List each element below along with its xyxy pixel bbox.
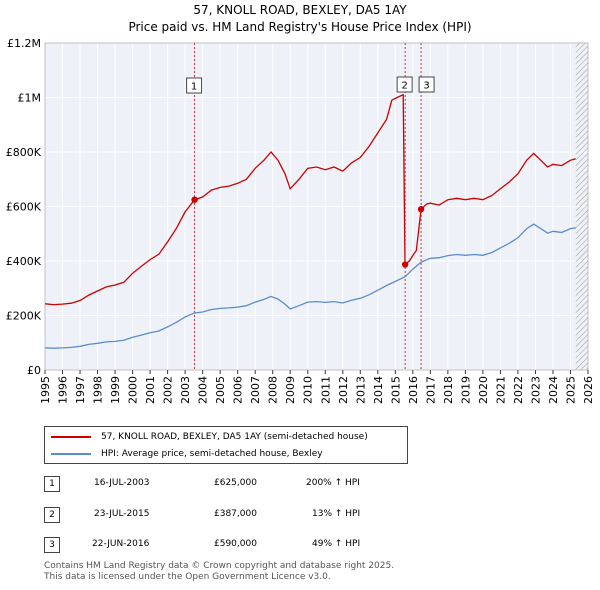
transaction-hpi-change: 13% ↑ HPI <box>312 509 361 519</box>
y-tick-label: £800K <box>6 146 42 159</box>
legend-label-property: 57, KNOLL ROAD, BEXLEY, DA5 1AY (semi-de… <box>101 432 368 442</box>
x-tick-label: 2005 <box>214 376 227 404</box>
transaction-date: 23-JUL-2015 <box>94 509 150 519</box>
x-tick-label: 2024 <box>547 376 560 404</box>
transaction-date: 16-JUL-2003 <box>94 478 150 488</box>
x-tick-label: 2016 <box>407 376 420 404</box>
transaction-number: 3 <box>44 537 60 553</box>
transaction-hpi-change: 49% ↑ HPI <box>312 539 361 549</box>
x-tick-label: 2017 <box>424 376 437 404</box>
future-region <box>575 43 588 370</box>
y-tick-label: £400K <box>6 255 42 268</box>
y-tick-label: £1.2M <box>7 37 41 50</box>
x-tick-label: 2014 <box>372 376 385 404</box>
sale-number-box <box>418 76 435 93</box>
series-line <box>44 223 576 349</box>
x-tick-label: 1997 <box>74 376 87 404</box>
transaction-row: 1 16-JUL-2003 £625,000 200% ↑ HPI <box>44 476 444 494</box>
x-tick-label: 2023 <box>529 376 542 404</box>
x-tick-label: 2020 <box>477 376 490 404</box>
y-tick-label: £200K <box>6 310 42 323</box>
legend-swatch-hpi <box>51 453 91 455</box>
x-tick-label: 2021 <box>494 376 507 404</box>
y-tick-label: £0 <box>27 364 41 377</box>
x-tick-label: 2015 <box>389 376 402 404</box>
legend-label-hpi: HPI: Average price, semi-detached house,… <box>101 449 323 459</box>
transaction-row: 3 22-JUN-2016 £590,000 49% ↑ HPI <box>44 537 444 555</box>
series-line <box>44 93 576 306</box>
x-tick-label: 2003 <box>179 376 192 404</box>
chart-subtitle: Price paid vs. HM Land Registry's House … <box>128 20 472 34</box>
x-tick-label: 2004 <box>197 376 210 404</box>
x-tick-label: 2010 <box>302 376 315 404</box>
x-tick-label: 2011 <box>319 376 332 404</box>
sale-number-box <box>396 76 413 93</box>
sale-point <box>401 261 409 268</box>
legend-swatch-property <box>51 436 91 438</box>
x-tick-label: 1999 <box>109 376 122 404</box>
sale-point <box>417 206 425 213</box>
x-tick-label: 2008 <box>267 376 280 404</box>
y-tick-label: £600K <box>6 201 42 214</box>
sale-number-box <box>186 77 203 94</box>
transaction-price: £387,000 <box>214 509 257 519</box>
x-tick-label: 2002 <box>162 376 175 404</box>
transaction-price: £590,000 <box>214 539 257 549</box>
chart-legend: 57, KNOLL ROAD, BEXLEY, DA5 1AY (semi-de… <box>44 426 408 464</box>
sale-number-label: 3 <box>423 81 429 92</box>
x-tick-label: 2019 <box>459 376 472 404</box>
x-tick-label: 2000 <box>127 376 140 404</box>
transaction-date: 22-JUN-2016 <box>92 539 150 549</box>
transaction-price: £625,000 <box>214 478 257 488</box>
x-tick-label: 2001 <box>144 376 157 404</box>
sale-point <box>191 196 198 203</box>
x-tick-label: 2018 <box>442 376 455 404</box>
transaction-hpi-change: 200% ↑ HPI <box>306 478 360 488</box>
transaction-row: 2 23-JUL-2015 £387,000 13% ↑ HPI <box>44 507 444 525</box>
legend-item-hpi: HPI: Average price, semi-detached house,… <box>51 447 323 461</box>
footer-copyright: Contains HM Land Registry data © Crown c… <box>44 561 395 571</box>
price-chart: £0 £200K £400K £600K £800K £1M £1.2M 1995 1996 19… <box>6 37 595 404</box>
transaction-number: 1 <box>44 476 60 492</box>
x-tick-label: 2022 <box>512 376 525 404</box>
x-tick-label: 2007 <box>249 376 262 404</box>
plot-frame <box>44 42 589 371</box>
x-tick-label: 2025 <box>564 376 577 404</box>
x-tick-label: 2026 <box>582 376 595 404</box>
legend-item-property: 57, KNOLL ROAD, BEXLEY, DA5 1AY (semi-de… <box>51 430 368 444</box>
sale-number-label: 1 <box>191 82 197 93</box>
x-tick-label: 2012 <box>337 376 350 404</box>
x-tick-label: 2006 <box>232 376 245 404</box>
sale-number-label: 2 <box>401 81 407 92</box>
x-tick-label: 1998 <box>92 376 105 404</box>
y-tick-label: £1M <box>18 92 42 105</box>
chart-title: 57, KNOLL ROAD, BEXLEY, DA5 1AY <box>193 3 407 17</box>
x-tick-label: 1995 <box>39 376 52 404</box>
transaction-number: 2 <box>44 507 60 523</box>
x-tick-label: 2013 <box>354 376 367 404</box>
x-tick-label: 2009 <box>284 376 297 404</box>
footer-license: This data is licensed under the Open Gov… <box>44 572 331 582</box>
x-tick-label: 1996 <box>57 376 70 404</box>
